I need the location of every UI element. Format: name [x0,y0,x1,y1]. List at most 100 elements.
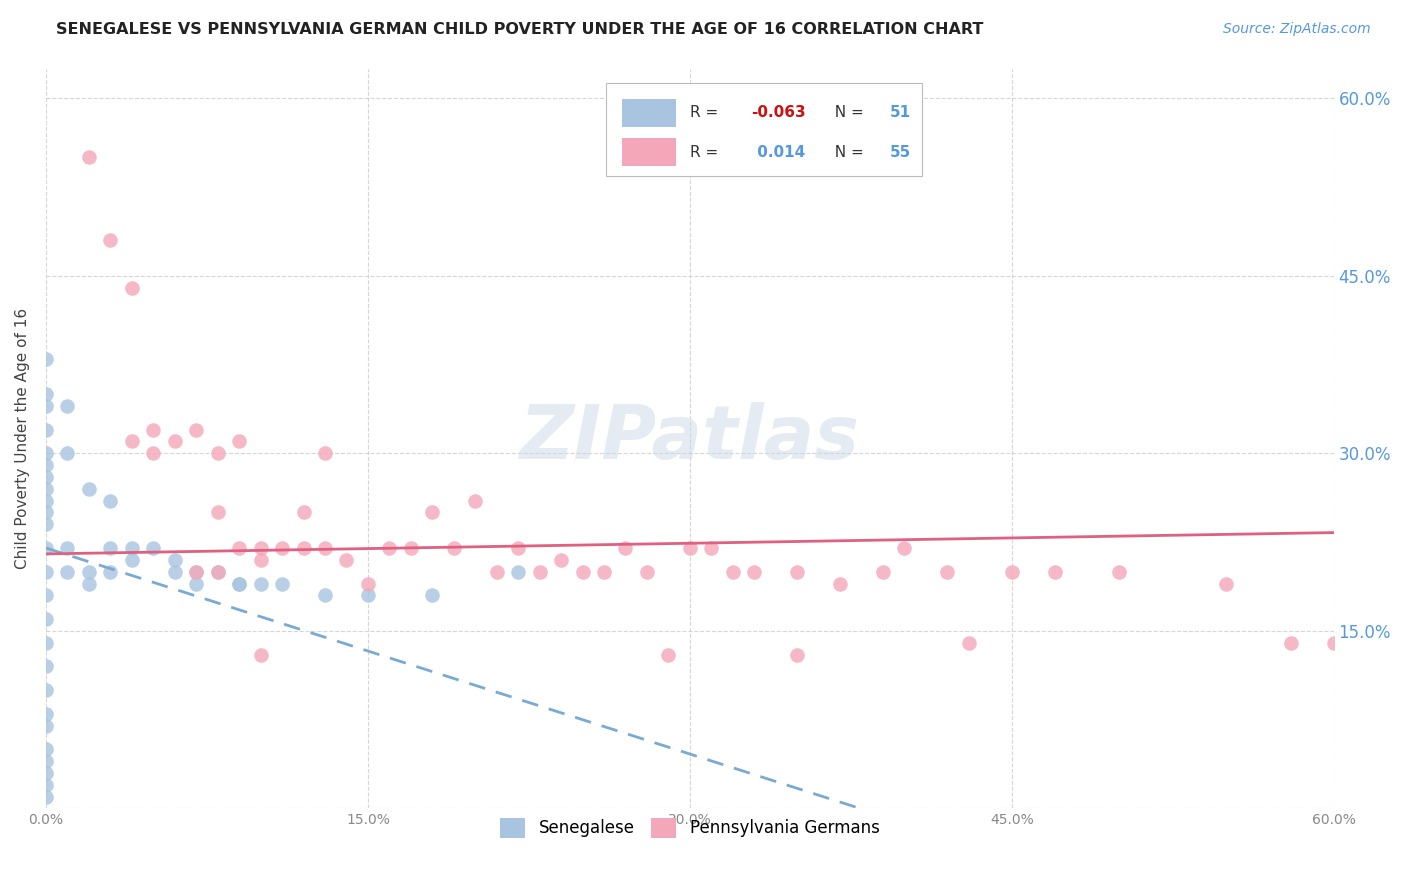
Point [443,541,465,555]
Point [98,233,121,247]
Point [35,742,58,756]
FancyBboxPatch shape [621,99,676,127]
Point [1323,636,1346,650]
Text: 0.014: 0.014 [752,145,804,160]
Point [35,458,58,472]
Point [142,423,165,437]
Point [957,636,980,650]
Point [56,541,79,555]
Point [872,565,894,579]
Point [228,434,250,449]
Point [35,636,58,650]
Point [228,576,250,591]
Point [786,648,808,662]
Point [35,446,58,460]
Point [35,387,58,401]
Point [314,588,336,602]
Point [464,493,486,508]
Point [121,280,143,294]
Point [35,482,58,496]
Point [77,576,100,591]
Point [378,541,401,555]
Point [228,576,250,591]
Point [485,565,508,579]
Point [249,541,271,555]
Point [292,541,315,555]
Text: Source: ZipAtlas.com: Source: ZipAtlas.com [1223,22,1371,37]
Point [142,446,165,460]
Point [142,541,165,555]
Point [657,648,679,662]
Point [35,470,58,484]
Point [35,351,58,366]
Point [35,588,58,602]
Point [249,648,271,662]
Text: 51: 51 [890,105,911,120]
Point [186,423,208,437]
Point [35,399,58,413]
Text: R =: R = [690,105,723,120]
Point [936,565,959,579]
Point [35,565,58,579]
Point [1215,576,1237,591]
Text: 55: 55 [890,145,911,160]
Text: R =: R = [690,145,723,160]
Point [56,446,79,460]
Point [98,541,121,555]
Point [721,565,744,579]
Point [35,706,58,721]
Text: -0.063: -0.063 [752,105,806,120]
Point [35,718,58,732]
Point [56,399,79,413]
Point [121,541,143,555]
Point [163,434,186,449]
Point [1043,565,1066,579]
Point [35,517,58,532]
Point [207,565,229,579]
Point [335,553,357,567]
Point [786,565,808,579]
Point [207,446,229,460]
Point [35,423,58,437]
Point [271,541,294,555]
Point [207,565,229,579]
Point [35,789,58,804]
Point [700,541,723,555]
Point [550,553,572,567]
Point [35,506,58,520]
Point [56,565,79,579]
Point [249,553,271,567]
Point [35,493,58,508]
FancyBboxPatch shape [621,138,676,166]
Point [314,541,336,555]
Point [186,576,208,591]
Point [571,565,593,579]
Point [35,778,58,792]
Point [399,541,422,555]
Point [314,446,336,460]
Point [742,565,765,579]
Point [420,506,443,520]
Point [35,766,58,780]
Point [357,588,380,602]
Point [508,565,530,579]
Point [271,576,294,591]
Point [98,493,121,508]
Point [420,588,443,602]
Point [207,506,229,520]
Point [163,553,186,567]
Legend: Senegalese, Pennsylvania Germans: Senegalese, Pennsylvania Germans [494,811,886,845]
Point [186,565,208,579]
Point [35,541,58,555]
Point [35,612,58,626]
Text: ZIPatlas: ZIPatlas [520,402,860,475]
Point [636,565,658,579]
Point [121,553,143,567]
Point [357,576,380,591]
Point [593,565,616,579]
Point [35,683,58,698]
Point [828,576,851,591]
Point [163,565,186,579]
Point [1108,565,1130,579]
Point [529,565,551,579]
